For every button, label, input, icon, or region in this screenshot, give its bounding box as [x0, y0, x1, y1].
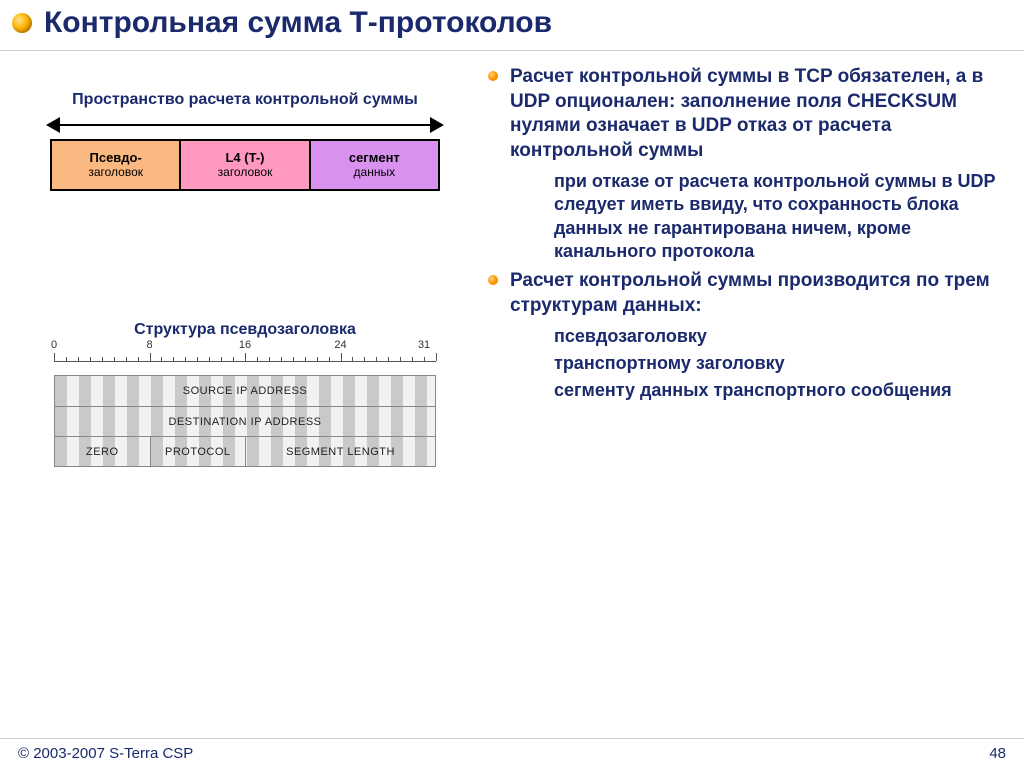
segment-label-top: сегмент — [349, 151, 400, 166]
title-bar: Контрольная сумма Т-протоколов — [0, 0, 1024, 51]
segment-label-bottom: заголовок — [218, 166, 273, 180]
sub-bullet-item: псевдозаголовку — [510, 325, 1000, 348]
copyright-text: © 2003-2007 S-Terra CSP — [18, 745, 193, 762]
left-column: Пространство расчета контрольной суммы П… — [0, 51, 480, 729]
pseudo-header-cell: DESTINATION IP ADDRESS — [55, 407, 435, 436]
sub-list: псевдозаголовку транспортному заголовку се… — [510, 325, 1000, 403]
sub-bullet-item: при отказе от расчета контрольной суммы … — [510, 170, 1000, 264]
segment-label-bottom: заголовок — [88, 166, 143, 180]
pseudo-header-diagram: Структура псевдозаголовка 08162431 SOURC… — [30, 321, 460, 467]
pseudo-header-caption: Структура псевдозаголовка — [30, 321, 460, 339]
checksum-space-diagram: Пространство расчета контрольной суммы П… — [30, 91, 460, 191]
pseudo-header-row: DESTINATION IP ADDRESS — [55, 406, 435, 436]
bit-ruler: 08162431 — [54, 343, 436, 367]
slide-title: Контрольная сумма Т-протоколов — [44, 6, 552, 40]
segment-label-top: Псевдо- — [90, 151, 142, 166]
bullet-list: Расчет контрольной суммы в TCP обязателе… — [484, 65, 1000, 403]
space-caption: Пространство расчета контрольной суммы — [30, 91, 460, 109]
right-column: Расчет контрольной суммы в TCP обязателе… — [480, 51, 1024, 729]
ruler-label: 31 — [418, 339, 430, 351]
pseudo-header-cell: PROTOCOL — [150, 437, 246, 466]
segment-pseudo: Псевдо- заголовок — [52, 141, 179, 189]
page-number: 48 — [989, 745, 1006, 762]
ruler-label: 8 — [146, 339, 152, 351]
sub-bullet-item: сегменту данных транспортного сообщения — [510, 379, 1000, 402]
pseudo-header-cell: ZERO — [55, 437, 150, 466]
footer: © 2003-2007 S-Terra CSP 48 — [0, 738, 1024, 768]
bullet-text: Расчет контрольной суммы в TCP обязателе… — [510, 66, 983, 161]
ruler-label: 0 — [51, 339, 57, 351]
pseudo-header-row: ZEROPROTOCOLSEGMENT LENGTH — [55, 436, 435, 466]
bullet-item: Расчет контрольной суммы производится по… — [484, 269, 1000, 403]
ruler-label: 24 — [334, 339, 346, 351]
segment-label-bottom: данных — [354, 166, 396, 180]
ruler-label: 16 — [239, 339, 251, 351]
segment-label-top: L4 (T-) — [225, 151, 264, 166]
title-bullet-icon — [12, 13, 32, 33]
segment-l4: L4 (T-) заголовок — [179, 141, 308, 189]
segment-data: сегмент данных — [309, 141, 438, 189]
segment-row: Псевдо- заголовок L4 (T-) заголовок сегм… — [50, 139, 440, 191]
pseudo-header-cell: SEGMENT LENGTH — [245, 437, 435, 466]
pseudo-header-cell: SOURCE IP ADDRESS — [55, 376, 435, 406]
bullet-item: Расчет контрольной суммы в TCP обязателе… — [484, 65, 1000, 263]
sub-list: при отказе от расчета контрольной суммы … — [510, 170, 1000, 264]
double-arrow-icon — [50, 115, 440, 135]
sub-bullet-item: транспортному заголовку — [510, 352, 1000, 375]
pseudo-header-table: SOURCE IP ADDRESSDESTINATION IP ADDRESSZ… — [54, 375, 436, 467]
pseudo-header-row: SOURCE IP ADDRESS — [55, 376, 435, 406]
content-area: Пространство расчета контрольной суммы П… — [0, 51, 1024, 729]
bullet-text: Расчет контрольной суммы производится по… — [510, 270, 990, 316]
